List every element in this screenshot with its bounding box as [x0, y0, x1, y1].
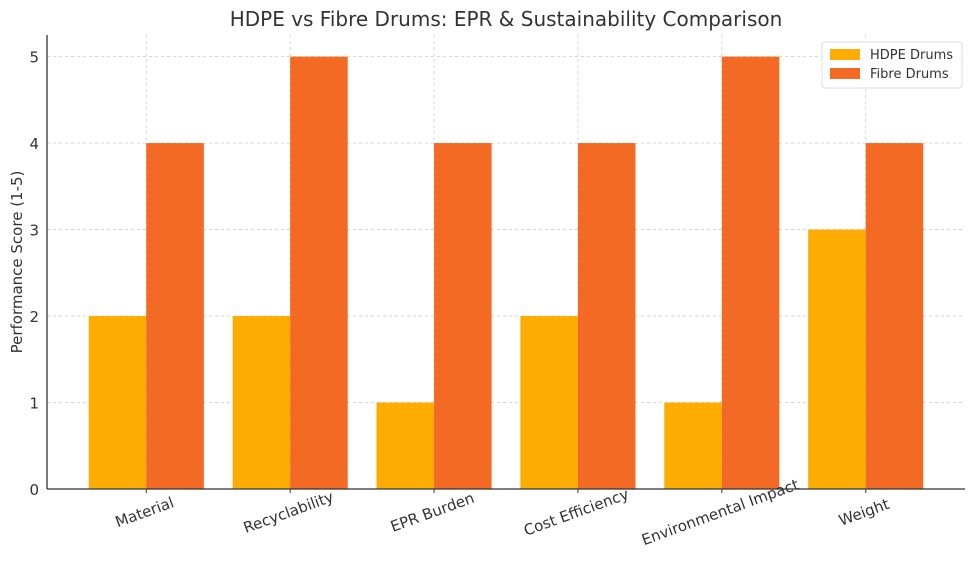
legend-swatch-fibre	[830, 68, 860, 79]
bar-fibre-cost-efficiency	[577, 143, 636, 489]
bar-hdpe-recyclability	[232, 316, 291, 489]
bar-hdpe-material	[88, 316, 147, 489]
x-tick-label: Material	[113, 493, 176, 531]
legend-swatch-hdpe	[830, 49, 860, 60]
y-axis-label: Performance Score (1-5)	[8, 171, 26, 354]
bar-fibre-recyclability	[290, 56, 348, 489]
bar-hdpe-environmental-impact	[664, 402, 722, 489]
bar-fibre-epr-burden	[434, 143, 492, 489]
axes	[46, 35, 965, 490]
legend-label-fibre: Fibre Drums	[870, 67, 949, 82]
y-tick-label: 0	[29, 481, 39, 499]
bar-fibre-environmental-impact	[721, 56, 780, 489]
bar-fibre-material	[146, 143, 204, 489]
x-tick-label: EPR Burden	[388, 489, 477, 536]
legend-label-hdpe: HDPE Drums	[870, 48, 953, 63]
bars	[88, 56, 924, 490]
bar-fibre-weight	[865, 143, 924, 489]
x-tick-label: Cost Efficiency	[521, 485, 631, 540]
y-tick-label: 2	[29, 308, 39, 326]
bar-hdpe-weight	[808, 229, 866, 490]
chart-title: HDPE vs Fibre Drums: EPR & Sustainabilit…	[230, 7, 783, 31]
x-tick-label: Weight	[836, 495, 891, 530]
y-tick-label: 1	[29, 395, 39, 413]
x-tick-label: Recyclability	[241, 488, 336, 537]
bar-hdpe-epr-burden	[376, 402, 435, 489]
bar-hdpe-cost-efficiency	[520, 316, 578, 489]
y-tick-label: 4	[29, 135, 39, 153]
legend: HDPE Drums Fibre Drums	[821, 41, 963, 89]
y-tick-label: 5	[29, 49, 39, 67]
y-tick-label: 3	[29, 222, 39, 240]
